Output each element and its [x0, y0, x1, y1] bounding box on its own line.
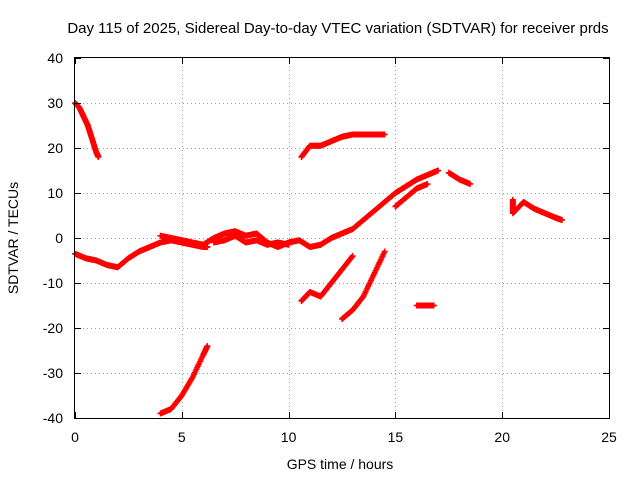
y-tick-label: 20	[47, 140, 63, 156]
data-point	[285, 241, 292, 248]
series-seg-f	[298, 131, 388, 160]
series-seg-h	[339, 248, 388, 322]
x-axis-label: GPS time / hours	[287, 456, 394, 472]
series-seg-j	[413, 302, 437, 309]
x-tick-label: 10	[281, 429, 297, 445]
series-seg-k	[445, 169, 474, 187]
y-axis-label: SDTVAR / TECUs	[5, 182, 21, 294]
plot-frame	[74, 57, 610, 419]
y-axis-ticks: -40 -30 -20 -10 0 10 20 30 40	[43, 50, 609, 426]
y-tick-label: -30	[43, 365, 63, 381]
data-point	[348, 253, 355, 260]
chart-title: Day 115 of 2025, Sidereal Day-to-day VTE…	[67, 20, 608, 37]
series-seg-l	[509, 196, 566, 223]
data-point	[430, 302, 437, 309]
y-tick-label: 0	[55, 230, 63, 246]
y-tick-label: -20	[43, 320, 63, 336]
x-tick-label: 5	[178, 429, 186, 445]
data-point	[204, 343, 211, 349]
y-tick-label: -40	[43, 410, 63, 426]
data-point	[381, 248, 388, 255]
data-point	[559, 217, 566, 223]
series-seg-d	[157, 167, 442, 250]
data-point	[349, 253, 356, 259]
y-tick-label: 10	[47, 185, 63, 201]
x-tick-label: 15	[388, 429, 404, 445]
x-tick-label: 25	[601, 429, 617, 445]
series-seg-c	[157, 343, 211, 417]
series-seg-e	[210, 232, 292, 248]
x-tick-label: 20	[494, 429, 510, 445]
data-point	[95, 154, 102, 160]
series-seg-i	[392, 181, 431, 210]
data-point	[424, 181, 431, 187]
y-tick-label: -10	[43, 275, 63, 291]
data-points	[72, 100, 566, 417]
series-seg-g	[298, 253, 356, 304]
y-tick-label: 40	[47, 50, 63, 66]
series-seg-a	[72, 100, 102, 160]
x-axis-ticks: 0 5 10 15 20 25	[71, 58, 617, 445]
data-point	[467, 181, 474, 187]
x-tick-label: 0	[71, 429, 79, 445]
data-point	[381, 131, 388, 138]
y-tick-label: 30	[47, 95, 63, 111]
data-point	[435, 167, 442, 174]
